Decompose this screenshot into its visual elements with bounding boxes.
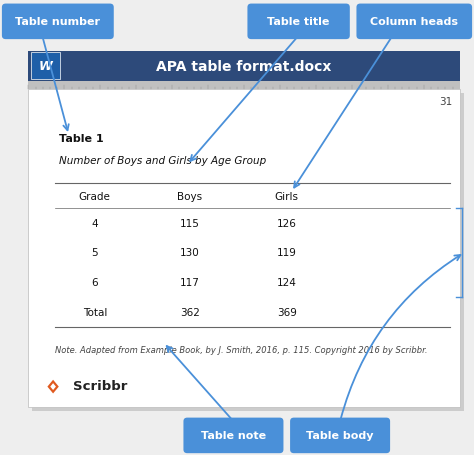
Text: Table 1: Table 1 xyxy=(59,133,104,143)
Text: 115: 115 xyxy=(180,218,200,228)
Text: 369: 369 xyxy=(277,307,297,317)
Text: Boys: Boys xyxy=(177,192,202,202)
FancyBboxPatch shape xyxy=(356,5,472,40)
Text: 6: 6 xyxy=(91,278,98,288)
Text: Table number: Table number xyxy=(15,17,100,27)
Text: Number of Boys and Girls by Age Group: Number of Boys and Girls by Age Group xyxy=(59,156,266,166)
Bar xyxy=(28,82,460,90)
FancyBboxPatch shape xyxy=(290,418,390,453)
Text: Table title: Table title xyxy=(267,17,330,27)
FancyBboxPatch shape xyxy=(28,52,460,82)
Text: Total: Total xyxy=(82,307,107,317)
Text: 117: 117 xyxy=(180,278,200,288)
Text: 124: 124 xyxy=(277,278,297,288)
Text: APA table format.docx: APA table format.docx xyxy=(156,60,332,74)
Text: 4: 4 xyxy=(91,218,98,228)
Text: W: W xyxy=(38,60,52,73)
Text: Column heads: Column heads xyxy=(370,17,458,27)
FancyBboxPatch shape xyxy=(31,53,60,80)
FancyBboxPatch shape xyxy=(32,94,464,411)
Text: 362: 362 xyxy=(180,307,200,317)
Polygon shape xyxy=(47,380,59,394)
Text: Grade: Grade xyxy=(79,192,111,202)
FancyBboxPatch shape xyxy=(247,5,350,40)
Polygon shape xyxy=(50,383,56,390)
Text: 5: 5 xyxy=(91,248,98,258)
Text: 119: 119 xyxy=(277,248,297,258)
Text: Table body: Table body xyxy=(306,430,374,440)
Text: Scribbr: Scribbr xyxy=(73,379,127,392)
FancyBboxPatch shape xyxy=(183,418,283,453)
Text: Note. Adapted from Example Book, by J. Smith, 2016, p. 115. Copyright 2016 by Sc: Note. Adapted from Example Book, by J. S… xyxy=(55,345,427,354)
FancyBboxPatch shape xyxy=(28,90,460,407)
Text: 31: 31 xyxy=(439,97,453,107)
Text: 126: 126 xyxy=(277,218,297,228)
Text: Girls: Girls xyxy=(275,192,299,202)
Text: 130: 130 xyxy=(180,248,200,258)
Text: Table note: Table note xyxy=(201,430,266,440)
FancyBboxPatch shape xyxy=(2,5,114,40)
